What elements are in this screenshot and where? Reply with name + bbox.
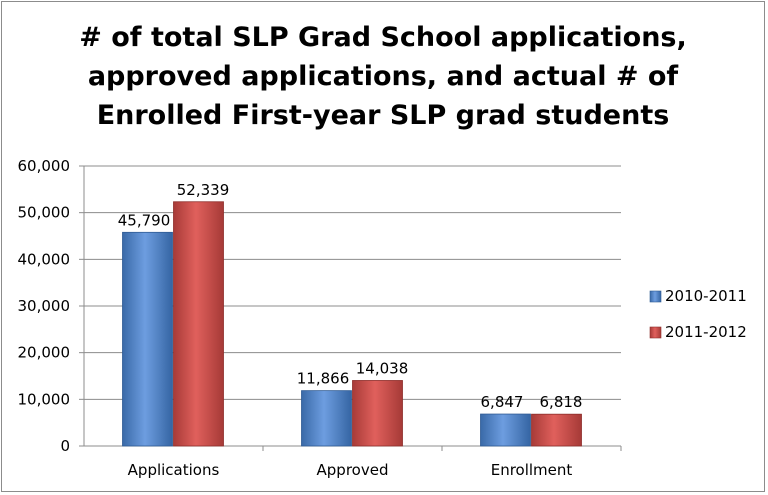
bar-2011-2012-Approved [352,380,403,447]
legend-swatch [649,326,662,339]
y-tick-label: 30,000 [18,297,71,315]
data-label: 6,818 [540,393,583,411]
bar-2011-2012-Applications [173,201,224,447]
bar-2010-2011-Approved [301,390,352,447]
bars [122,201,582,447]
y-tick-label: 0 [60,437,70,455]
y-tick-label: 40,000 [18,250,71,268]
bar-2010-2011-Enrollment [480,413,531,447]
data-label: 11,866 [297,370,350,388]
y-tick-label: 20,000 [18,344,71,362]
y-tick-label: 10,000 [18,390,71,408]
data-label: 6,847 [481,393,524,411]
data-labels: 45,790 52,339 11,866 14,038 6,847 6,818 [118,181,583,411]
legend-swatch [649,290,662,303]
legend-label: 2010-2011 [665,287,747,305]
legend: 2010-2011 2011-2012 [649,287,747,341]
x-tick-label: Enrollment [491,461,573,479]
legend-label: 2011-2012 [665,323,747,341]
x-tick-label: Applications [128,461,220,479]
data-label: 45,790 [118,211,171,229]
bar-2011-2012-Enrollment [531,413,582,447]
chart-title: # of total SLP Grad School applications,… [79,22,687,131]
y-tick-label: 50,000 [18,204,71,222]
x-tick-label: Approved [317,461,389,479]
axes: 0 10,000 20,000 30,000 40,000 50,000 60,000 App… [18,157,622,479]
data-label: 52,339 [177,181,230,199]
bar-2010-2011-Applications [122,231,173,447]
y-tick-label: 60,000 [18,157,71,175]
data-label: 14,038 [356,359,409,377]
